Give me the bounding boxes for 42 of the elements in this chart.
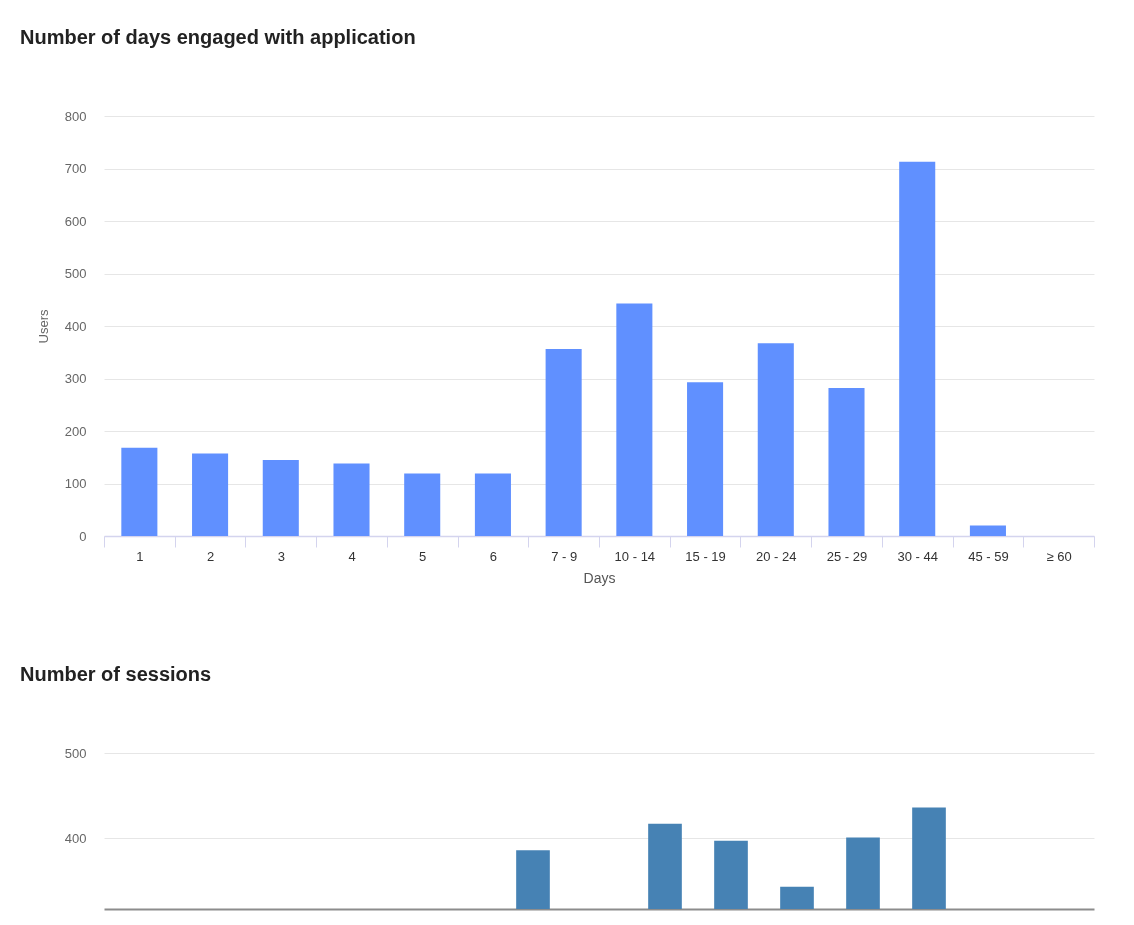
x-tick-label: 3	[277, 548, 285, 564]
x-tick-label: 1	[136, 548, 144, 564]
x-tick-label: 7 - 9	[551, 548, 578, 564]
x-tick-label: 45 - 59	[968, 548, 1009, 564]
y-tick-label: 800	[64, 108, 87, 124]
y-tick-label: 200	[64, 423, 87, 439]
bar	[616, 303, 653, 536]
bar	[828, 387, 865, 536]
bar	[192, 453, 229, 536]
x-tick-label: 15 - 19	[685, 548, 726, 564]
bar	[474, 473, 511, 536]
bar	[969, 525, 1006, 536]
bar	[545, 349, 582, 536]
bar	[404, 473, 441, 536]
bar	[121, 447, 158, 536]
y-tick-label: 700	[64, 161, 87, 176]
y-tick-label: 500	[64, 266, 87, 281]
x-tick-label: 4	[348, 548, 356, 564]
x-axis-title: Days	[583, 569, 616, 586]
y-tick-label: 400	[64, 830, 87, 846]
x-tick-label: 5	[419, 548, 427, 564]
y-axis-title: Users	[35, 309, 51, 344]
y-tick-label: 100	[64, 476, 87, 491]
x-tick-label: 6	[489, 548, 498, 564]
x-tick-label: 20 - 24	[756, 548, 797, 564]
x-tick-label: 30 - 44	[897, 548, 938, 564]
y-tick-label: 300	[64, 371, 87, 386]
x-tick-label: ≥ 60	[1046, 548, 1072, 564]
y-tick-label: 500	[64, 745, 87, 761]
y-tick-label: 400	[64, 318, 87, 334]
chart-title: Number of days engaged with application	[20, 26, 416, 48]
bar	[333, 463, 370, 536]
x-tick-label: 25 - 29	[826, 548, 868, 564]
bar	[687, 382, 724, 536]
x-tick-label: 10 - 14	[614, 548, 656, 564]
y-tick-label: 600	[64, 213, 87, 229]
x-tick-label: 2	[206, 548, 215, 564]
bar	[757, 343, 794, 536]
bar	[262, 459, 299, 536]
y-tick-label: 0	[79, 528, 87, 544]
bar	[899, 161, 936, 536]
chart-title: Number of sessions	[20, 663, 212, 685]
